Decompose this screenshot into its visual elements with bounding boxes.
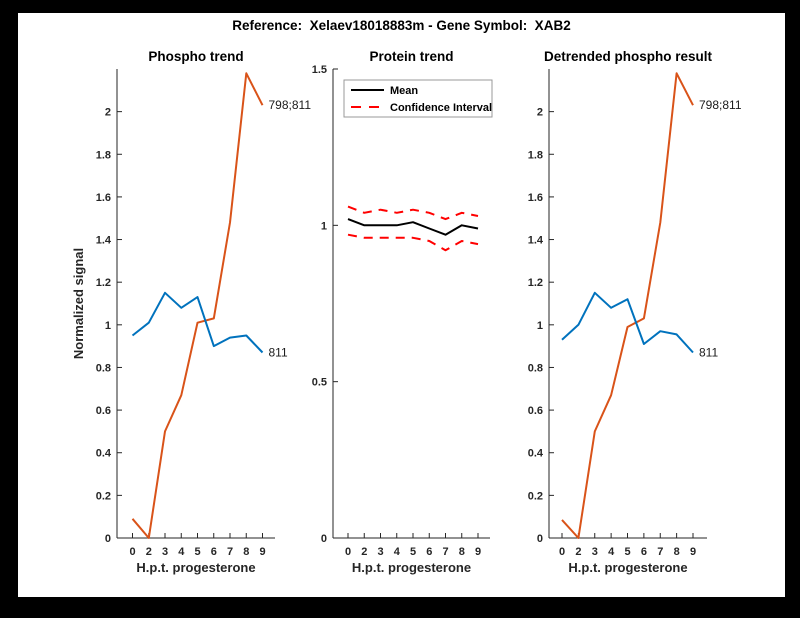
legend-entry-label: Mean xyxy=(390,85,418,97)
x-axis-label: H.p.t. progesterone xyxy=(136,560,255,575)
x-tick-label: 0 xyxy=(129,546,135,558)
y-tick-label: 0.2 xyxy=(528,490,543,502)
x-axis-label: H.p.t. progesterone xyxy=(352,560,471,575)
x-tick-label: 2 xyxy=(146,546,152,558)
x-tick-label: 7 xyxy=(657,546,663,558)
y-tick-label: 0.2 xyxy=(96,490,111,502)
series-line xyxy=(131,72,264,539)
x-axis-label: H.p.t. progesterone xyxy=(568,560,687,575)
y-tick-label: 1.8 xyxy=(528,149,543,161)
y-tick-label: 0 xyxy=(321,533,327,545)
legend: Mean Confidence Interval xyxy=(343,79,493,118)
y-tick-label: 1 xyxy=(105,320,111,332)
x-tick-label: 7 xyxy=(227,546,233,558)
figure-title: Reference: Xelaev18018883m - Gene Symbol… xyxy=(232,18,571,33)
y-tick-label: 0.5 xyxy=(312,377,327,389)
legend-entry-label: Confidence Interval xyxy=(390,102,492,114)
series-end-label: 798;811 xyxy=(699,98,742,112)
y-axis-label: Normalized signal xyxy=(71,248,86,359)
series-end-label: 798;811 xyxy=(269,98,312,112)
y-tick-label: 0.4 xyxy=(96,448,112,460)
x-tick-label: 6 xyxy=(641,546,647,558)
subplot-title: Phospho trend xyxy=(148,49,243,64)
plots-svg: 00.20.40.60.811.21.41.61.820 2 3 4 5 6 7 8 9Phos… xyxy=(71,49,742,575)
x-tick-label: 2 xyxy=(361,546,367,558)
x-tick-label: 4 xyxy=(608,546,615,558)
x-tick-label: 2 xyxy=(575,546,581,558)
x-tick-label: 8 xyxy=(459,546,465,558)
x-tick-label: 7 xyxy=(442,546,448,558)
series-line xyxy=(347,205,479,221)
y-tick-label: 1 xyxy=(537,320,543,332)
series-line xyxy=(131,291,264,354)
y-tick-label: 1.6 xyxy=(96,192,111,204)
x-tick-label: 9 xyxy=(690,546,696,558)
x-tick-label: 3 xyxy=(377,546,383,558)
y-tick-label: 0 xyxy=(537,533,543,545)
series-end-label: 811 xyxy=(699,346,718,360)
x-tick-label: 5 xyxy=(410,546,416,558)
x-tick-label: 8 xyxy=(243,546,249,558)
x-tick-label: 6 xyxy=(426,546,432,558)
x-tick-label: 5 xyxy=(194,546,200,558)
x-tick-label: 4 xyxy=(178,546,185,558)
y-tick-label: 2 xyxy=(105,107,111,119)
subplot-title: Protein trend xyxy=(369,49,453,64)
series-line xyxy=(347,233,479,252)
y-tick-label: 0.8 xyxy=(96,362,111,374)
x-tick-label: 8 xyxy=(674,546,680,558)
x-tick-label: 9 xyxy=(259,546,265,558)
y-tick-label: 0.6 xyxy=(96,405,111,417)
figure-canvas: Reference: Xelaev18018883m - Gene Symbol… xyxy=(18,13,785,597)
x-tick-label: 0 xyxy=(559,546,565,558)
x-tick-label: 5 xyxy=(624,546,630,558)
y-tick-label: 1.4 xyxy=(528,235,544,247)
x-tick-label: 3 xyxy=(592,546,598,558)
x-tick-label: 3 xyxy=(162,546,168,558)
y-tick-label: 1.2 xyxy=(528,277,543,289)
subplot-3: 00.20.40.60.811.21.41.61.820 2 3 4 5 6 7 8 9Detr… xyxy=(528,49,742,575)
y-tick-label: 0 xyxy=(105,533,111,545)
y-tick-label: 1 xyxy=(321,220,327,232)
series-line xyxy=(561,72,694,539)
y-tick-label: 0.8 xyxy=(528,362,543,374)
subplot-1: 00.20.40.60.811.21.41.61.820 2 3 4 5 6 7 8 9Phos… xyxy=(71,49,311,575)
series-end-label: 811 xyxy=(269,346,288,360)
y-tick-label: 1.2 xyxy=(96,277,111,289)
x-tick-label: 9 xyxy=(475,546,481,558)
y-tick-label: 0.4 xyxy=(528,448,544,460)
series-line xyxy=(561,291,694,354)
series-line xyxy=(347,218,479,236)
y-tick-label: 0.6 xyxy=(528,405,543,417)
subplot-title: Detrended phospho result xyxy=(544,49,713,64)
y-tick-label: 1.5 xyxy=(312,64,327,76)
x-tick-label: 4 xyxy=(394,546,401,558)
x-tick-label: 6 xyxy=(211,546,217,558)
y-tick-label: 1.6 xyxy=(528,192,543,204)
y-tick-label: 1.4 xyxy=(96,235,112,247)
x-tick-label: 0 xyxy=(345,546,351,558)
y-tick-label: 2 xyxy=(537,107,543,119)
y-tick-label: 1.8 xyxy=(96,149,111,161)
legend-box xyxy=(343,79,493,118)
